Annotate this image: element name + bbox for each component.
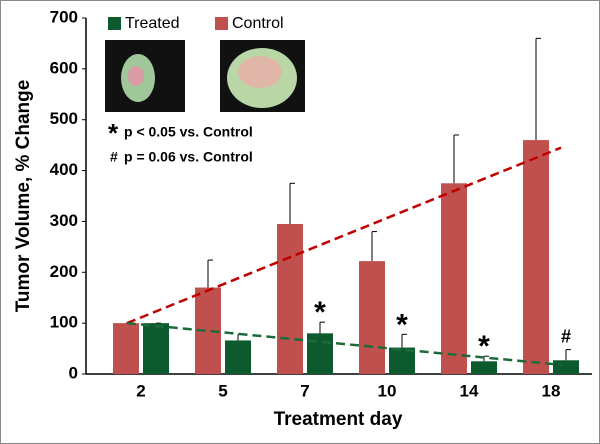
- y-tick-label: 0: [69, 363, 78, 382]
- note-text: p = 0.06 vs. Control: [124, 149, 253, 165]
- bar: [143, 323, 169, 374]
- bar: [389, 347, 415, 374]
- treated-tumor-core: [128, 66, 144, 86]
- y-tick-label: 700: [50, 7, 78, 26]
- bar: [523, 140, 549, 374]
- significance-mark: *: [478, 330, 490, 363]
- y-tick-label: 200: [50, 262, 78, 281]
- note-text: p < 0.05 vs. Control: [124, 124, 253, 140]
- trend-line: [126, 146, 562, 325]
- y-tick-label: 400: [50, 160, 78, 179]
- legend-swatch: [108, 17, 121, 30]
- y-tick-label: 100: [50, 313, 78, 332]
- y-axis-title: Tumor Volume, % Change: [13, 80, 34, 313]
- bar: [113, 323, 139, 374]
- x-axis-title: Treatment day: [274, 409, 403, 430]
- x-tick-label: 14: [460, 381, 479, 400]
- bar: [307, 333, 333, 374]
- control-tumor-core: [238, 56, 282, 88]
- bar: [225, 340, 251, 374]
- bar: [471, 361, 497, 374]
- x-tick-label: 18: [542, 381, 561, 400]
- note-symbol: *: [108, 118, 119, 148]
- legend-swatch: [215, 17, 228, 30]
- significance-mark: *: [396, 308, 408, 341]
- trend-line: [126, 321, 562, 367]
- note-symbol: #: [110, 149, 118, 165]
- y-tick-label: 600: [50, 58, 78, 77]
- tumor-images: [105, 40, 305, 112]
- legend-label: Treated: [125, 15, 180, 32]
- significance-mark: #: [561, 326, 571, 346]
- significance-mark: *: [314, 296, 326, 329]
- y-tick-label: 500: [50, 109, 78, 128]
- bar: [359, 261, 385, 374]
- x-tick-label: 5: [218, 381, 227, 400]
- x-tick-label: 7: [300, 381, 309, 400]
- x-tick-label: 10: [378, 381, 397, 400]
- x-tick-label: 2: [136, 381, 145, 400]
- bar: [277, 223, 303, 374]
- bar: [441, 183, 467, 374]
- y-tick-label: 300: [50, 211, 78, 230]
- bar: [553, 360, 579, 374]
- legend-label: Control: [232, 15, 284, 32]
